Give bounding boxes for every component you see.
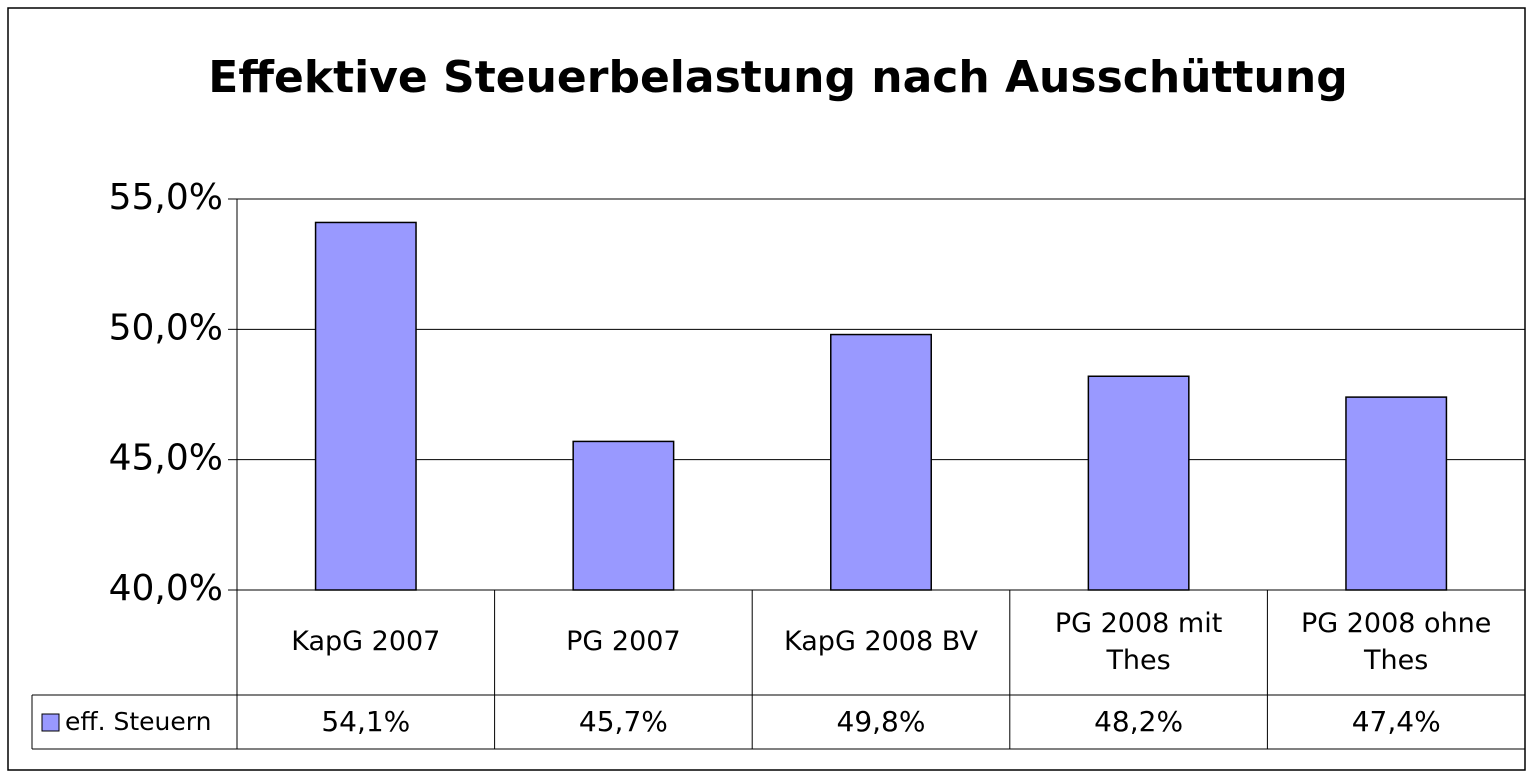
value-label: 45,7%	[579, 705, 668, 738]
value-label: 48,2%	[1094, 705, 1183, 738]
bar	[1345, 396, 1448, 591]
x-tick-label: PG 2008 ohne Thes	[1300, 608, 1492, 676]
value-label: 49,8%	[837, 705, 926, 738]
x-tick-label: KapG 2007	[291, 626, 441, 658]
bar	[314, 221, 417, 591]
chart-title: Effektive Steuerbelastung nach Ausschütt…	[208, 52, 1347, 103]
y-tick-label: 45,0%	[109, 438, 223, 479]
value-label: 54,1%	[321, 705, 410, 738]
value-label: 47,4%	[1352, 705, 1441, 738]
bar	[830, 333, 932, 591]
x-tick-label: KapG 2008 BV	[784, 626, 978, 658]
y-tick-label: 55,0%	[109, 177, 223, 218]
x-tick-label: PG 2007	[566, 626, 681, 658]
bar	[1087, 375, 1190, 591]
bar	[572, 440, 675, 591]
y-tick-label: 40,0%	[109, 568, 223, 609]
y-tick-label: 50,0%	[109, 307, 223, 348]
x-tick-label: PG 2008 mit Thes	[1054, 608, 1223, 676]
legend-label: eff. Steuern	[65, 707, 211, 736]
legend-key	[41, 713, 60, 732]
chart-border	[7, 7, 1526, 771]
